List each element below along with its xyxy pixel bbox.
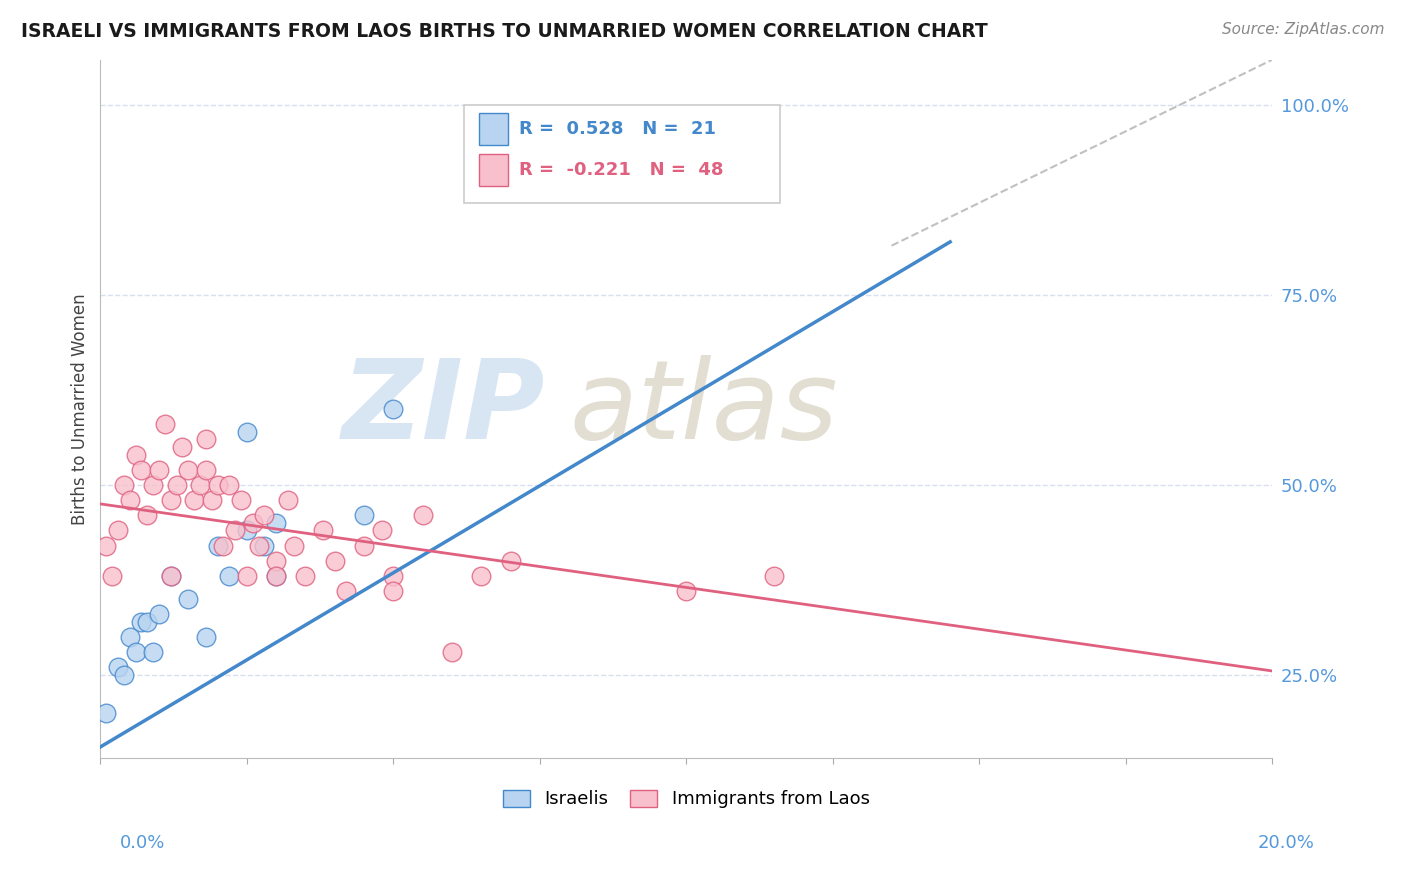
Point — [159, 493, 181, 508]
Point — [264, 516, 287, 530]
Text: atlas: atlas — [569, 356, 838, 462]
Point — [131, 615, 153, 629]
Point — [112, 667, 135, 681]
Point — [136, 508, 159, 523]
Point — [763, 569, 786, 583]
Bar — [479, 154, 508, 186]
Text: 0.0%: 0.0% — [120, 834, 165, 852]
Point — [142, 478, 165, 492]
Point — [107, 524, 129, 538]
Text: R =  0.528   N =  21: R = 0.528 N = 21 — [519, 120, 716, 138]
Point — [124, 645, 146, 659]
Point — [470, 569, 492, 583]
Point — [264, 569, 287, 583]
Point — [294, 569, 316, 583]
Point — [183, 493, 205, 508]
Point — [201, 493, 224, 508]
Point — [118, 630, 141, 644]
Point — [236, 569, 259, 583]
Point — [96, 706, 118, 720]
Point — [335, 584, 357, 599]
Point — [194, 433, 217, 447]
Point — [207, 539, 229, 553]
Point — [101, 569, 124, 583]
Point — [124, 448, 146, 462]
Point — [131, 463, 153, 477]
Text: R =  -0.221   N =  48: R = -0.221 N = 48 — [519, 161, 723, 179]
Text: Source: ZipAtlas.com: Source: ZipAtlas.com — [1222, 22, 1385, 37]
Point — [382, 569, 405, 583]
Point — [112, 478, 135, 492]
Point — [194, 463, 217, 477]
Point — [118, 493, 141, 508]
Point — [382, 401, 405, 416]
Text: ISRAELI VS IMMIGRANTS FROM LAOS BIRTHS TO UNMARRIED WOMEN CORRELATION CHART: ISRAELI VS IMMIGRANTS FROM LAOS BIRTHS T… — [21, 22, 988, 41]
Point — [675, 584, 697, 599]
Point — [177, 591, 200, 606]
Text: ZIP: ZIP — [342, 356, 546, 462]
Point — [277, 493, 299, 508]
Point — [177, 463, 200, 477]
Point — [499, 554, 522, 568]
Point — [370, 524, 392, 538]
Point — [194, 630, 217, 644]
Bar — [479, 113, 508, 145]
Point — [242, 516, 264, 530]
Point — [218, 478, 240, 492]
Point — [253, 539, 276, 553]
Point — [172, 440, 194, 454]
Text: 20.0%: 20.0% — [1258, 834, 1315, 852]
Point — [353, 508, 375, 523]
Point — [353, 539, 375, 553]
Point — [382, 584, 405, 599]
Point — [224, 524, 246, 538]
Point — [107, 660, 129, 674]
Point — [207, 478, 229, 492]
Point — [236, 425, 259, 439]
Point — [229, 493, 252, 508]
Point — [323, 554, 346, 568]
Point — [142, 645, 165, 659]
FancyBboxPatch shape — [464, 105, 780, 202]
Point — [159, 569, 181, 583]
Point — [136, 615, 159, 629]
Point — [283, 539, 305, 553]
Point — [148, 463, 170, 477]
Point — [264, 569, 287, 583]
Point — [247, 539, 270, 553]
Point — [236, 524, 259, 538]
Point — [188, 478, 211, 492]
Point — [159, 569, 181, 583]
Point — [412, 508, 434, 523]
Point — [312, 524, 335, 538]
Point — [218, 569, 240, 583]
Point — [148, 607, 170, 621]
Point — [440, 645, 463, 659]
Point — [96, 539, 118, 553]
Legend: Israelis, Immigrants from Laos: Israelis, Immigrants from Laos — [496, 782, 877, 815]
Point — [264, 554, 287, 568]
Point — [253, 508, 276, 523]
Point — [212, 539, 235, 553]
Point — [166, 478, 188, 492]
Point — [153, 417, 176, 432]
Y-axis label: Births to Unmarried Women: Births to Unmarried Women — [72, 293, 89, 524]
